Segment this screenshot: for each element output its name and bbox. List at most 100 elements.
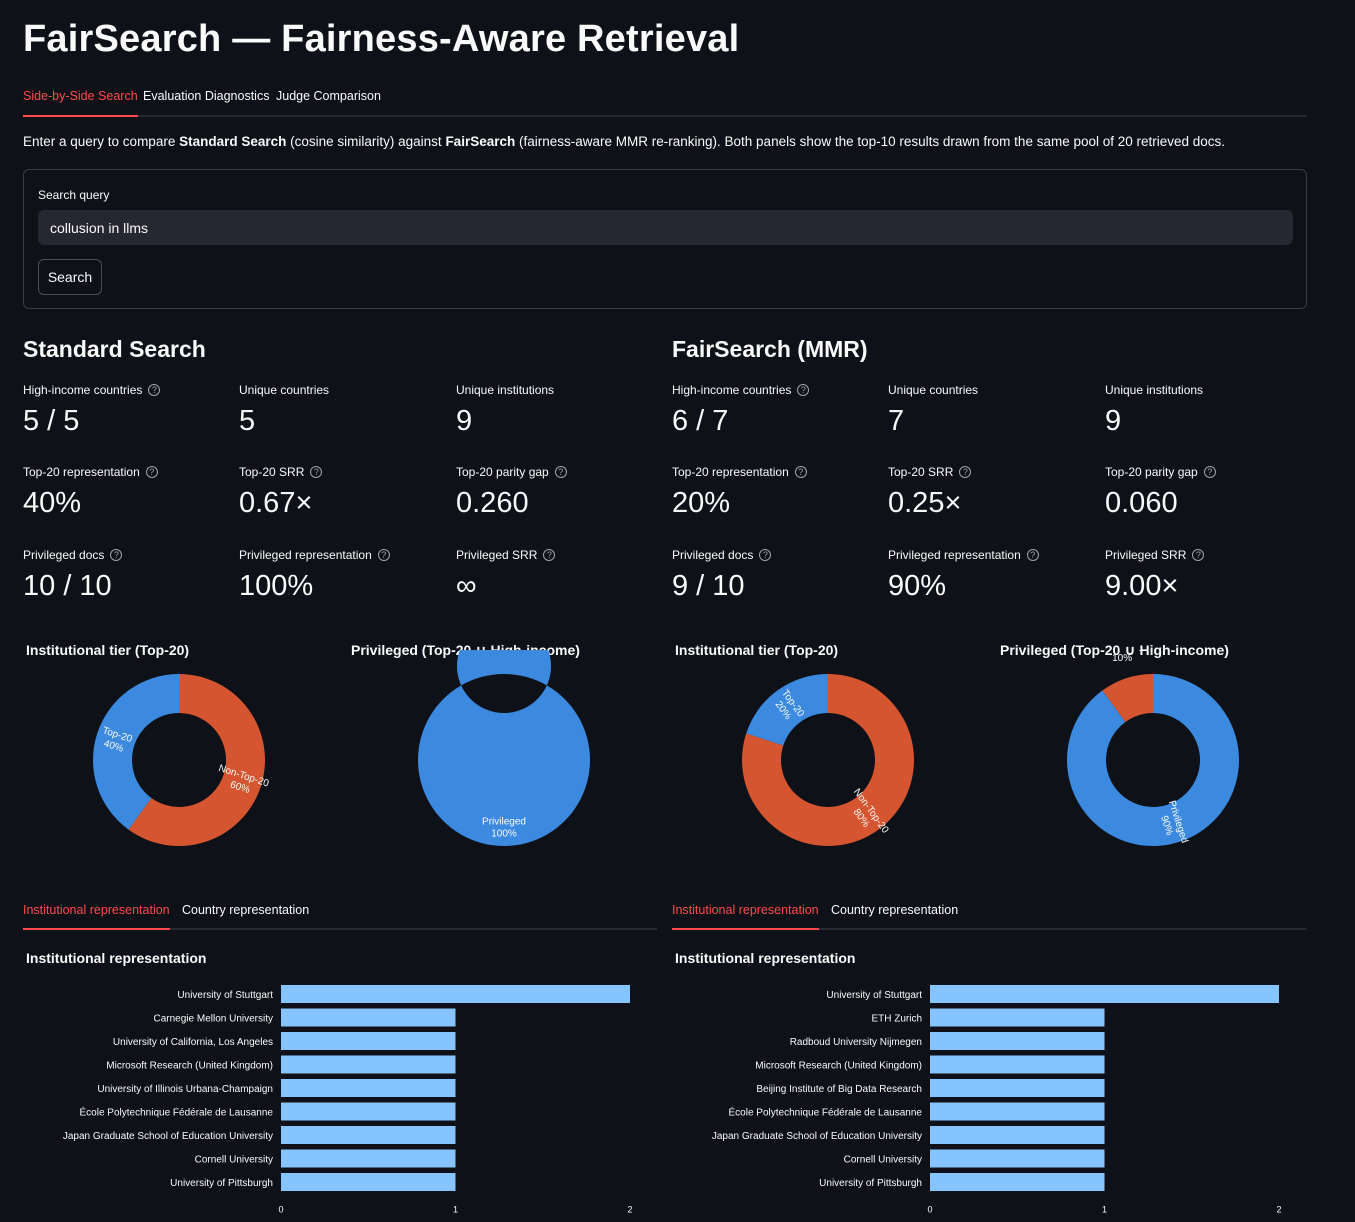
help-icon[interactable]: ? xyxy=(377,549,390,561)
bar-category-label: University of Pittsburgh xyxy=(170,1178,273,1189)
help-icon[interactable]: ? xyxy=(759,549,772,561)
donut-slice-non-top-20[interactable] xyxy=(742,674,914,846)
bar-radboud-university-nijmegen[interactable] xyxy=(930,1032,1105,1050)
help-icon[interactable]: ? xyxy=(797,384,810,396)
help-icon[interactable]: ? xyxy=(110,549,123,561)
metric-value: 0.25× xyxy=(888,487,962,519)
donut-slice-non-top-20[interactable] xyxy=(128,674,265,846)
metric-value: 5 xyxy=(239,405,256,437)
metric-label-row: Top-20 SRR? xyxy=(239,464,455,480)
metric-top-20-srr: Top-20 SRR? 0.67× xyxy=(239,464,455,520)
metric-value: 0.060 xyxy=(1105,487,1178,519)
bar-category-label: Cornell University xyxy=(195,1155,273,1166)
bar-category-label: University of Illinois Urbana-Champaign xyxy=(97,1084,273,1095)
metric-label: Unique countries xyxy=(239,383,330,397)
help-icon[interactable]: ? xyxy=(145,466,158,478)
bar-category-label: University of Stuttgart xyxy=(177,990,273,1001)
bar-microsoft-research-united-kingdom[interactable] xyxy=(281,1055,456,1074)
tab-institutional-representation[interactable]: Institutional representation xyxy=(672,903,819,930)
x-tick-label: 1 xyxy=(1102,1205,1107,1215)
bar-cole-polytechnique-f-d-rale-de-lausanne[interactable] xyxy=(930,1102,1105,1121)
bar-category-label: École Polytechnique Fédérale de Lausanne xyxy=(729,1106,923,1119)
help-icon[interactable]: ? xyxy=(1192,549,1205,561)
bar-beijing-institute-of-big-data-research[interactable] xyxy=(930,1079,1105,1097)
metric-label-row: Unique institutions xyxy=(456,382,672,398)
bar-university-of-pittsburgh[interactable] xyxy=(930,1173,1105,1191)
metric-privileged-representation: Privileged representation? 100% xyxy=(239,547,455,603)
metric-label: Unique countries xyxy=(888,383,979,397)
metric-high-income-countries: High-income countries? 5 / 5 xyxy=(23,382,239,438)
donut-slice-non-privileged[interactable] xyxy=(1102,674,1153,722)
tab-evaluation-diagnostics[interactable]: Evaluation Diagnostics xyxy=(143,89,270,103)
metric-label: Top-20 representation xyxy=(672,465,789,479)
help-icon[interactable]: ? xyxy=(543,549,556,561)
search-input[interactable] xyxy=(38,210,1293,245)
help-icon[interactable]: ? xyxy=(1203,466,1216,478)
bar-category-label: Cornell University xyxy=(844,1155,922,1166)
metric-label-row: Top-20 representation? xyxy=(23,464,239,480)
bar-category-label: Japan Graduate School of Education Unive… xyxy=(63,1131,273,1142)
tab-country-representation[interactable]: Country representation xyxy=(182,903,310,917)
institution-bar-chart: University of Stuttgart Carnegie Mellon U… xyxy=(63,985,633,1215)
panel-title: Standard Search xyxy=(23,336,206,362)
bar-university-of-stuttgart[interactable] xyxy=(930,985,1279,1003)
metric-label: Top-20 SRR xyxy=(239,465,305,479)
tab-institutional-representation[interactable]: Institutional representation xyxy=(23,903,170,930)
bar-microsoft-research-united-kingdom[interactable] xyxy=(930,1055,1105,1074)
tab-country-representation[interactable]: Country representation xyxy=(831,903,959,917)
panel-title: FairSearch (MMR) xyxy=(672,336,868,362)
metric-value: 10 / 10 xyxy=(23,570,112,602)
metric-label: Privileged representation xyxy=(888,548,1021,562)
tab-judge-comparison[interactable]: Judge Comparison xyxy=(276,89,381,103)
metric-value: 5 / 5 xyxy=(23,405,80,437)
metric-label: Top-20 representation xyxy=(23,465,140,479)
metric-label: Top-20 parity gap xyxy=(1105,465,1198,479)
metric-label-row: Privileged representation? xyxy=(888,547,1104,563)
metric-label-row: Privileged SRR? xyxy=(1105,547,1321,563)
metric-label: Privileged docs xyxy=(23,548,105,562)
bar-japan-graduate-school-of-education-university[interactable] xyxy=(930,1126,1105,1144)
bar-eth-zurich[interactable] xyxy=(930,1008,1105,1027)
donut-slice-top-20[interactable] xyxy=(93,674,179,830)
privileged-chart-title: Privileged (Top-20 ∪ High-income) xyxy=(1000,642,1229,658)
bar-cornell-university[interactable] xyxy=(281,1149,456,1168)
standard-search-panel: Standard Search High-income countries? 5 /… xyxy=(23,330,657,1222)
institution-bar-chart: University of Stuttgart ETH Zurich Radboud… xyxy=(712,985,1282,1215)
search-button[interactable]: Search xyxy=(38,259,102,295)
donut-label-pct: 100% xyxy=(491,829,517,840)
donut-slice-privileged[interactable] xyxy=(418,650,590,846)
tab-side-by-side-search[interactable]: Side-by-Side Search xyxy=(23,89,138,117)
help-icon[interactable]: ? xyxy=(959,466,972,478)
bar-university-of-pittsburgh[interactable] xyxy=(281,1173,456,1191)
x-tick-label: 0 xyxy=(278,1205,283,1215)
bar-category-label: Microsoft Research (United Kingdom) xyxy=(106,1061,273,1072)
metric-label: Unique institutions xyxy=(1105,383,1204,397)
bar-cornell-university[interactable] xyxy=(930,1149,1105,1168)
bar-category-label: École Polytechnique Fédérale de Lausanne xyxy=(80,1106,274,1119)
bar-cole-polytechnique-f-d-rale-de-lausanne[interactable] xyxy=(281,1102,456,1121)
bar-university-of-stuttgart[interactable] xyxy=(281,985,630,1003)
help-icon[interactable]: ? xyxy=(1026,549,1039,561)
donut-label-name: Non-Privileged xyxy=(1089,650,1155,652)
metric-unique-institutions: Unique institutions 9 xyxy=(1105,382,1321,438)
donut-slice-top-20[interactable] xyxy=(746,674,828,746)
metric-value: 9 xyxy=(1105,405,1122,437)
donut-slice-privileged[interactable] xyxy=(1067,674,1239,846)
metric-label-row: Unique institutions xyxy=(1105,382,1321,398)
help-icon[interactable]: ? xyxy=(310,466,323,478)
bar-japan-graduate-school-of-education-university[interactable] xyxy=(281,1126,456,1144)
bar-university-of-illinois-urbana-champaign[interactable] xyxy=(281,1079,456,1097)
bar-university-of-california-los-angeles[interactable] xyxy=(281,1032,456,1050)
metric-top-20-srr: Top-20 SRR? 0.25× xyxy=(888,464,1104,520)
bar-category-label: University of California, Los Angeles xyxy=(113,1037,273,1048)
bar-carnegie-mellon-university[interactable] xyxy=(281,1008,456,1027)
metric-label: Unique institutions xyxy=(456,383,555,397)
help-icon[interactable]: ? xyxy=(148,384,161,396)
metric-label: Privileged docs xyxy=(672,548,754,562)
help-icon[interactable]: ? xyxy=(794,466,807,478)
search-query-label: Search query xyxy=(38,188,110,202)
help-icon[interactable]: ? xyxy=(554,466,567,478)
metric-label: Top-20 parity gap xyxy=(456,465,549,479)
metric-value: ∞ xyxy=(456,570,477,602)
